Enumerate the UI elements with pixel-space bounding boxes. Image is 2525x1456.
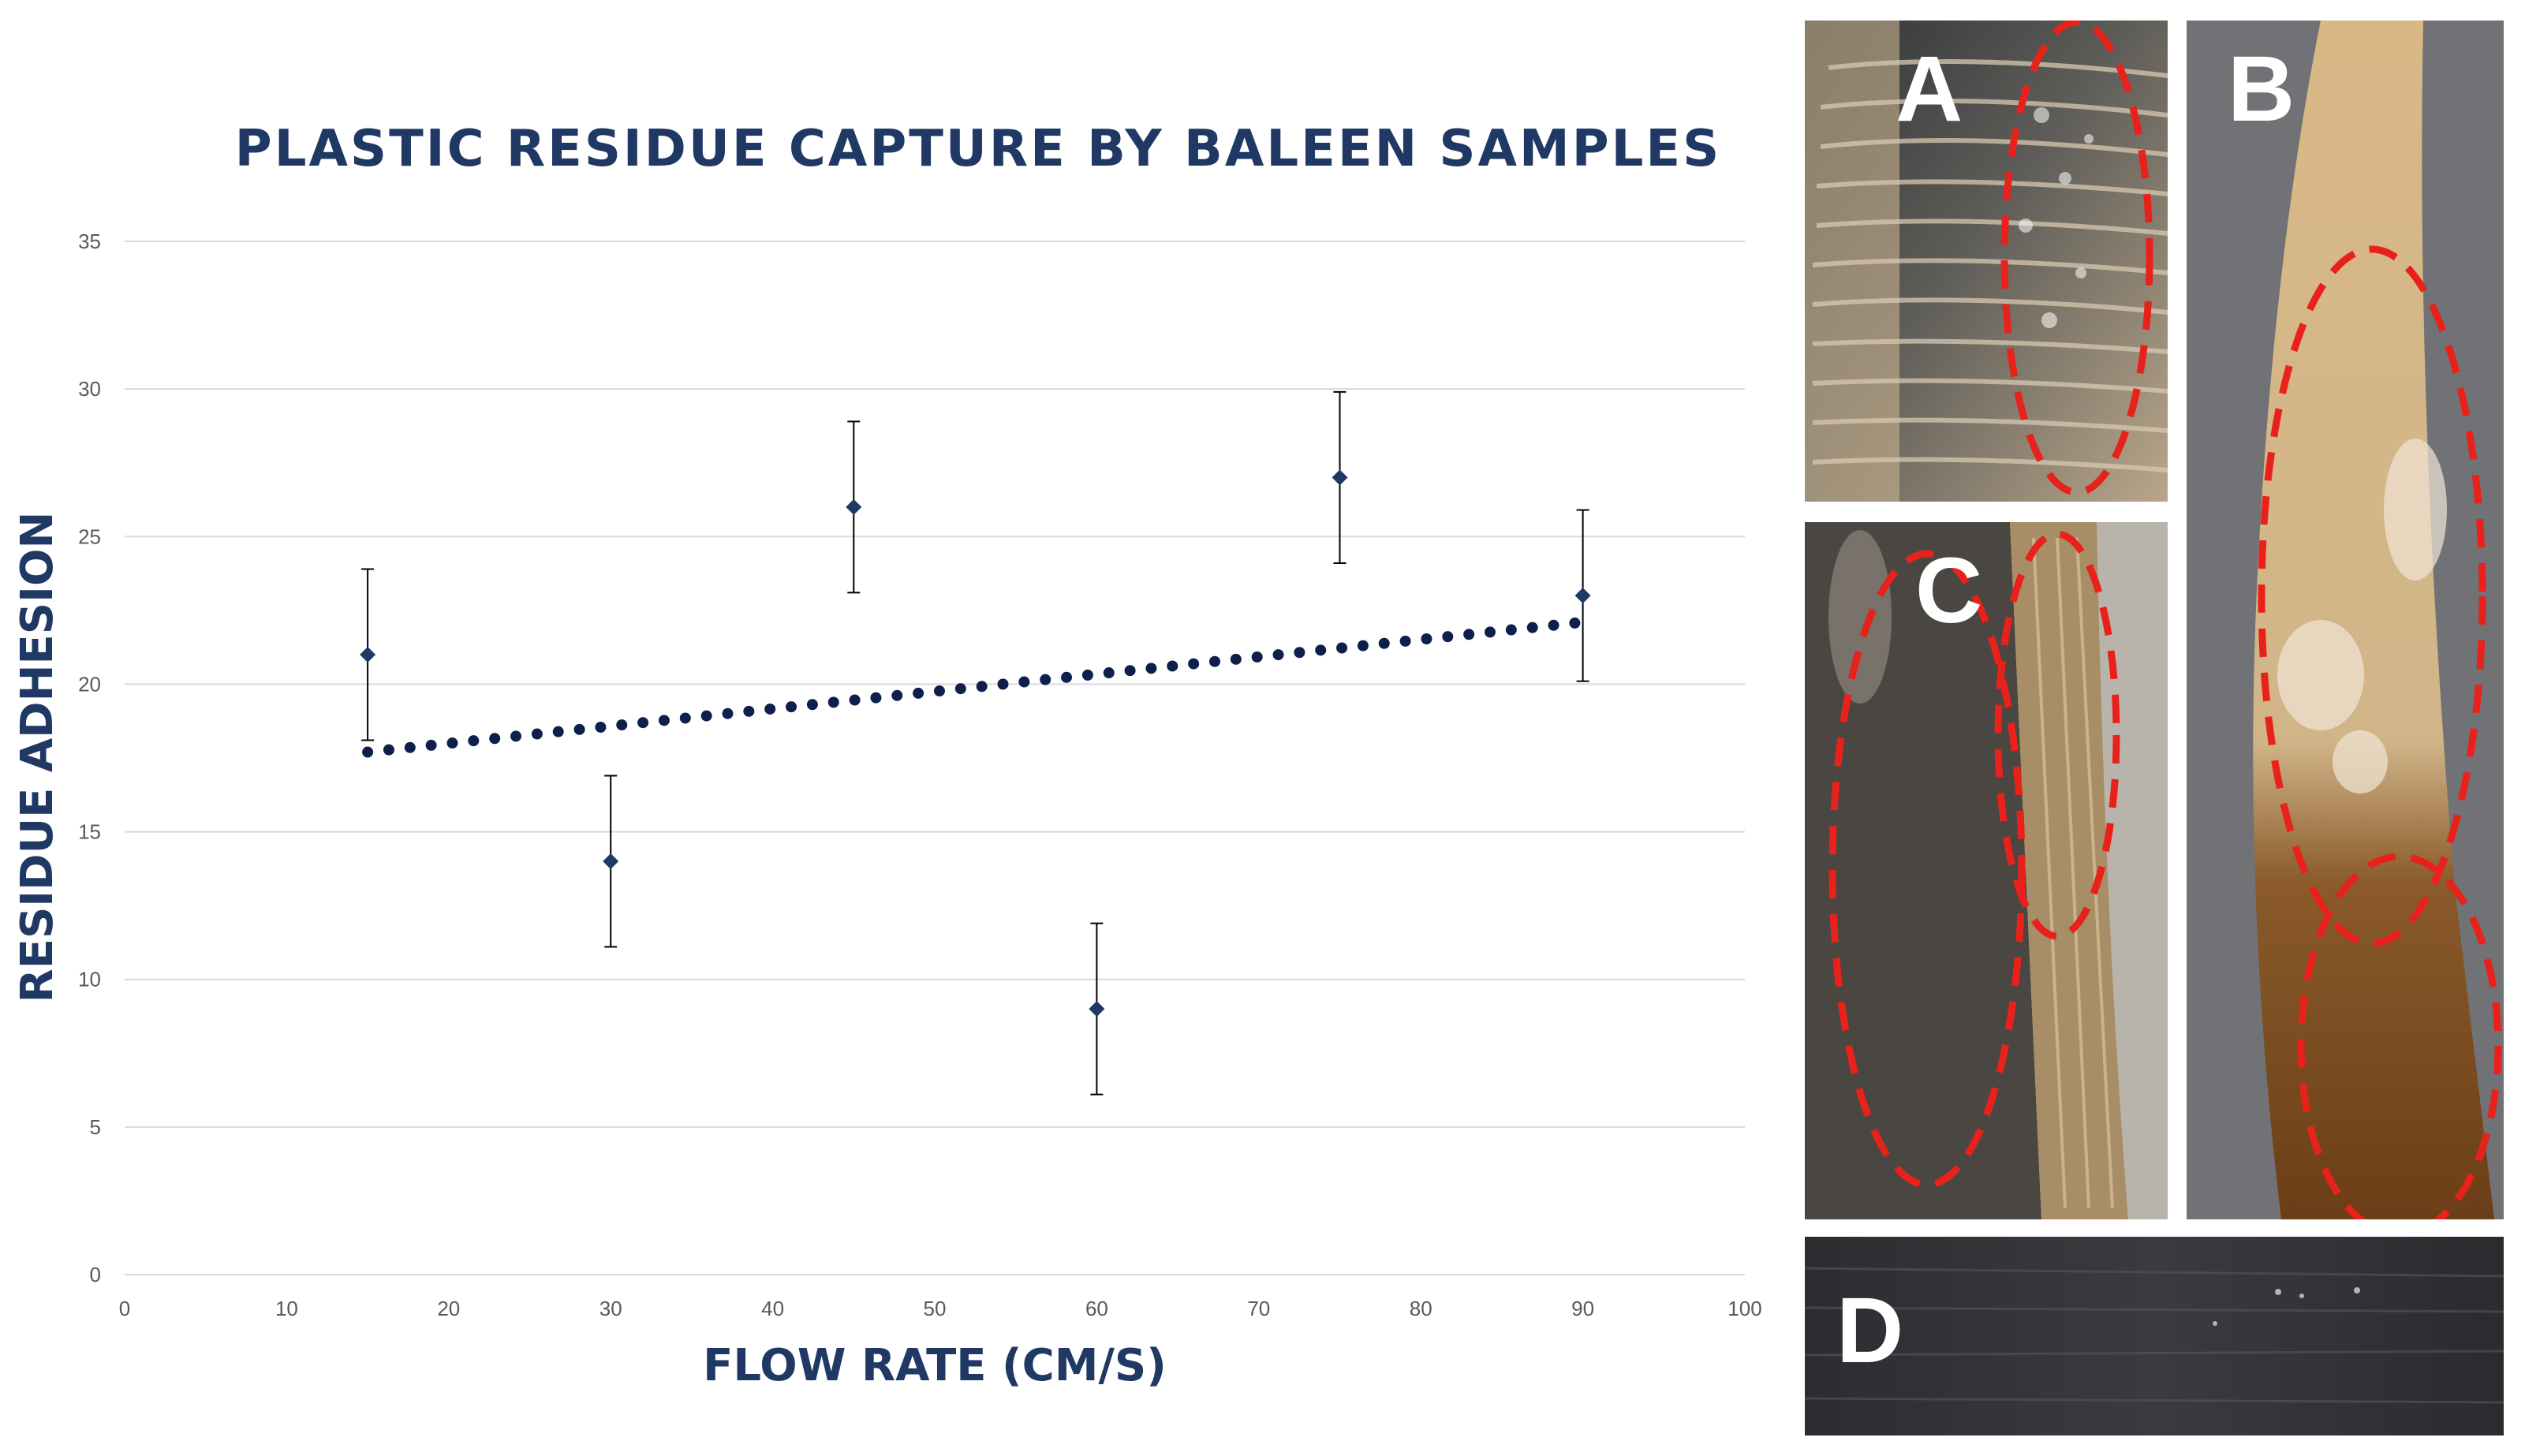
highlight-ellipse-left (1828, 550, 2026, 1189)
x-tick-label: 20 (437, 1297, 460, 1320)
x-tick-labels: 0 10 20 30 40 50 60 70 80 90 100 (119, 1297, 1762, 1320)
data-point (603, 853, 619, 869)
x-tick-label: 30 (600, 1297, 622, 1320)
x-tick-label: 50 (924, 1297, 947, 1320)
panel-label-c: C (1915, 539, 1983, 643)
data-point (1574, 588, 1591, 604)
panel-label-d: D (1836, 1279, 1904, 1383)
baleen-dark-plate-photo-icon (1805, 522, 2168, 1219)
chart-title: PLASTIC RESIDUE CAPTURE BY BALEEN SAMPLE… (235, 120, 1721, 178)
highlight-ellipse-right (1994, 530, 2120, 940)
data-point (360, 647, 376, 663)
y-axis-label: RESIDUE ADHESION (12, 512, 63, 1003)
x-tick-label: 70 (1247, 1297, 1270, 1320)
y-tick-label: 0 (90, 1263, 101, 1286)
photo-panel-c: C (1805, 522, 2168, 1219)
x-tick-label: 100 (1728, 1297, 1761, 1320)
y-tick-label: 25 (78, 525, 101, 548)
x-tick-label: 0 (119, 1297, 130, 1320)
x-tick-label: 90 (1571, 1297, 1594, 1320)
y-tick-label: 30 (78, 377, 101, 401)
x-axis-label: FLOW RATE (CM/S) (703, 1340, 1167, 1391)
x-tick-label: 60 (1085, 1297, 1108, 1320)
photo-panel-b: B (2187, 21, 2504, 1219)
y-tick-label: 35 (78, 230, 101, 253)
photo-panel-d: D (1805, 1237, 2504, 1435)
y-tick-label: 15 (78, 820, 101, 844)
x-tick-label: 10 (275, 1297, 298, 1320)
data-point (1332, 469, 1348, 486)
highlight-ellipse (2000, 21, 2153, 496)
x-tick-label: 80 (1410, 1297, 1432, 1320)
baleen-plate-photo-icon (2187, 21, 2504, 1219)
photo-panel-a: A (1805, 21, 2168, 502)
x-tick-label: 40 (761, 1297, 784, 1320)
grid-lines (125, 241, 1745, 1275)
error-bars (361, 390, 1589, 1096)
baleen-surface-closeup-photo-icon (1805, 1237, 2504, 1435)
trendline-path (362, 616, 1589, 758)
panel-label-a: A (1896, 37, 1963, 141)
data-point (1089, 1001, 1105, 1017)
data-point (846, 498, 862, 515)
panel-label-b: B (2228, 37, 2295, 141)
highlight-ellipse-lower (2297, 853, 2502, 1219)
trendline (362, 616, 1589, 758)
baleen-fringe-photo-icon (1805, 21, 2168, 502)
y-tick-labels: 0 5 10 15 20 25 30 35 (78, 230, 101, 1286)
y-tick-label: 10 (78, 968, 101, 991)
data-points (360, 469, 1591, 1017)
highlight-ellipse-upper (2258, 245, 2486, 947)
y-tick-label: 5 (90, 1115, 101, 1139)
scatter-chart: PLASTIC RESIDUE CAPTURE BY BALEEN SAMPLE… (12, 120, 1762, 1391)
y-tick-label: 20 (78, 672, 101, 696)
